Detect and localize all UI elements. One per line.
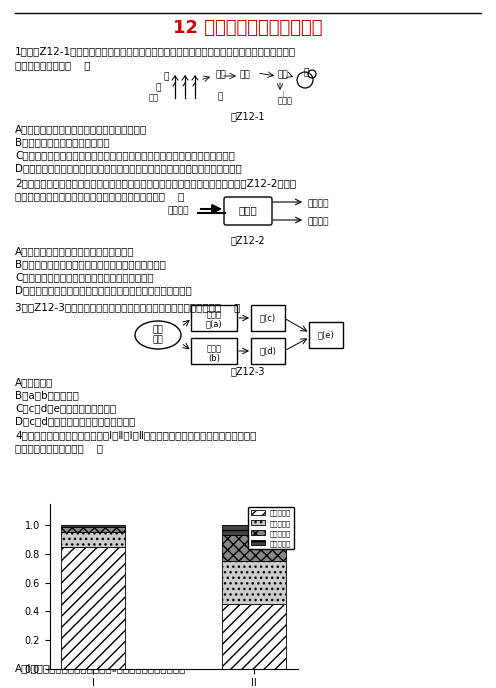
Text: A．Ⅰ中现存的消费者的总能量大于Ⅱ中现存的消费者的总能量: A．Ⅰ中现存的消费者的总能量大于Ⅱ中现存的消费者的总能量 xyxy=(15,663,186,673)
Text: A．图中位于第二营养级的生物有螺、昆虫、鸭: A．图中位于第二营养级的生物有螺、昆虫、鸭 xyxy=(15,124,147,134)
Text: 营养级: 营养级 xyxy=(239,205,257,215)
Legend: 第一营养级, 第二营养级, 第三营养级, 第四营养级: 第一营养级, 第二营养级, 第三营养级, 第四营养级 xyxy=(248,507,294,550)
Text: 叙述中，错误的是（    ）: 叙述中，错误的是（ ） xyxy=(15,60,90,70)
Text: A．农田中的所有生物构成该农田生态系统: A．农田中的所有生物构成该农田生态系统 xyxy=(15,246,134,256)
Text: 图Z12-3: 图Z12-3 xyxy=(231,366,265,376)
Text: 鱼(d): 鱼(d) xyxy=(259,347,276,356)
Text: C．c、d和e的数量可能大量减少: C．c、d和e的数量可能大量减少 xyxy=(15,403,116,413)
Text: 鸭: 鸭 xyxy=(303,68,309,77)
Text: 微生物: 微生物 xyxy=(278,96,293,105)
Text: 能量输入: 能量输入 xyxy=(168,206,189,215)
Text: C．该生态系统中鸭所固定的能量来源于生产者固定的太阳能和饲料中的化学能: C．该生态系统中鸭所固定的能量来源于生产者固定的太阳能和饲料中的化学能 xyxy=(15,150,235,160)
Text: 浮游动: 浮游动 xyxy=(206,310,222,319)
Text: 图Z12-2: 图Z12-2 xyxy=(231,235,265,245)
Text: 图Z12-1: 图Z12-1 xyxy=(231,111,265,121)
Bar xyxy=(61,525,125,526)
Text: 能量散失: 能量散失 xyxy=(307,217,328,226)
Text: 12 生态系统和生物环境保护: 12 生态系统和生物环境保护 xyxy=(173,19,323,37)
Text: 稻: 稻 xyxy=(163,72,168,81)
Text: 物(a): 物(a) xyxy=(206,319,222,328)
Bar xyxy=(61,526,125,533)
Text: 1．如图Z12-1所示是近年在某县试验成功并大范围推广的生态农业模式，下列有关此生态系统的: 1．如图Z12-1所示是近年在某县试验成功并大范围推广的生态农业模式，下列有关此… xyxy=(15,46,296,56)
Bar xyxy=(61,547,125,669)
Bar xyxy=(61,533,125,547)
Text: 鱼(c): 鱼(c) xyxy=(260,314,276,323)
Text: 鱼(e): 鱼(e) xyxy=(317,330,334,339)
Text: C．细菌和真菌位于该农田能量金字塔中的最底层: C．细菌和真菌位于该农田能量金字塔中的最底层 xyxy=(15,272,154,282)
Text: 下列相关说法正确的是（    ）: 下列相关说法正确的是（ ） xyxy=(15,443,103,453)
FancyBboxPatch shape xyxy=(309,322,343,348)
Text: 3．图Z12-3表示某湖泊中的食物网，浮游植物急剧增加时不会引起（    ）: 3．图Z12-3表示某湖泊中的食物网，浮游植物急剧增加时不会引起（ ） xyxy=(15,302,241,312)
Text: 稻农田生态系统的能量流动模型。下列说法正确的是（    ）: 稻农田生态系统的能量流动模型。下列说法正确的是（ ） xyxy=(15,191,184,201)
FancyBboxPatch shape xyxy=(191,305,237,331)
Text: D．图中微生物通过呼吸作用分解鸭的粪便，各种生态系统中的微生物都是分解者: D．图中微生物通过呼吸作用分解鸭的粪便，各种生态系统中的微生物都是分解者 xyxy=(15,163,242,173)
Ellipse shape xyxy=(135,321,181,349)
Text: B．图中的营养级包括三个，食虫鸟所含有的能量最少: B．图中的营养级包括三个，食虫鸟所含有的能量最少 xyxy=(15,259,166,269)
Text: 昆虫: 昆虫 xyxy=(215,70,226,79)
Text: 能量储存: 能量储存 xyxy=(307,199,328,208)
Text: 螺: 螺 xyxy=(218,92,223,101)
Text: (b): (b) xyxy=(208,354,220,363)
FancyBboxPatch shape xyxy=(251,338,285,364)
Text: 浮游: 浮游 xyxy=(153,325,163,334)
FancyBboxPatch shape xyxy=(251,305,285,331)
Text: 图Z12-4: 图Z12-4 xyxy=(178,650,212,660)
Bar xyxy=(222,525,286,535)
Text: B．鸭和螺之间是捕食与竞争关系: B．鸭和螺之间是捕食与竞争关系 xyxy=(15,137,110,147)
FancyBboxPatch shape xyxy=(224,197,272,225)
FancyBboxPatch shape xyxy=(191,338,237,364)
Bar xyxy=(222,604,286,669)
Text: A．水华现象: A．水华现象 xyxy=(15,377,54,387)
Text: D．c和d的种群中因食物丰富而竞争加剧: D．c和d的种群中因食物丰富而竞争加剧 xyxy=(15,416,135,426)
Text: 植物: 植物 xyxy=(153,336,163,345)
Text: 植食者: 植食者 xyxy=(206,345,222,354)
Text: 水: 水 xyxy=(156,83,161,92)
Bar xyxy=(222,535,286,561)
Text: 野草: 野草 xyxy=(240,70,251,79)
Text: 2．水稻农田生态系统中的生物有水稻、杂草、食草昆虫、食虫鸟、细菌和真菌。图Z12-2是某水: 2．水稻农田生态系统中的生物有水稻、杂草、食草昆虫、食虫鸟、细菌和真菌。图Z12… xyxy=(15,178,296,188)
Text: 土壤: 土壤 xyxy=(149,93,159,102)
Text: 饲料: 饲料 xyxy=(277,70,288,79)
Text: 4．现有两个不同类型的生态系统Ⅰ和Ⅱ，Ⅰ和Ⅱ的生产者含有的总能量相同，据图分析，: 4．现有两个不同类型的生态系统Ⅰ和Ⅱ，Ⅰ和Ⅱ的生产者含有的总能量相同，据图分析， xyxy=(15,430,256,440)
Text: B．a和b的数量增长: B．a和b的数量增长 xyxy=(15,390,79,400)
Bar xyxy=(222,561,286,604)
Text: D．储存的能量的去向是用于生长、发育、繁殖和被分解者利用: D．储存的能量的去向是用于生长、发育、繁殖和被分解者利用 xyxy=(15,285,192,295)
